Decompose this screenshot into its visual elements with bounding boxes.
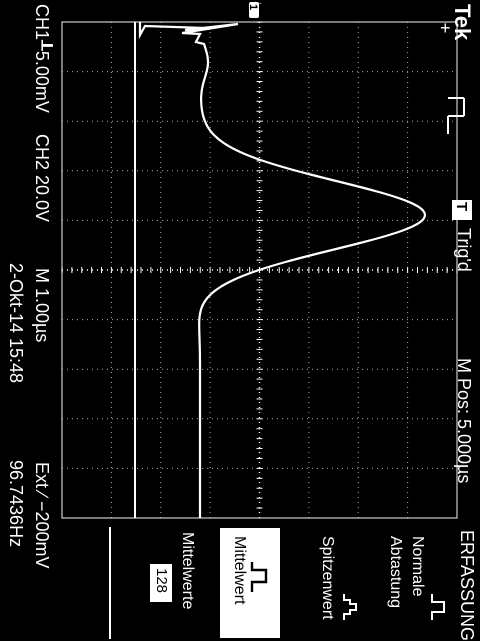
brand-logo: Tek: [450, 4, 475, 41]
menu-item-label: Normale: [409, 536, 426, 597]
menu-item-normal-sampling[interactable]: Normale Abtastung: [378, 530, 452, 636]
menu-item-average-count[interactable]: Mittelwerte 128: [148, 530, 208, 636]
menu-item-label: Mittelwerte: [179, 532, 196, 610]
ch1-ground-marker: [249, 2, 259, 18]
trigger-status: Trig'd: [454, 228, 474, 272]
timebase: M 1.00µs: [32, 268, 52, 343]
trigger-setting: Ext ∕ −200mV: [32, 462, 52, 569]
menu-item-label: Spitzenwert: [319, 536, 336, 620]
menu-title: ERFASSUNG: [457, 530, 477, 641]
graticule: [61, 21, 458, 519]
trigger-badge: T: [452, 200, 472, 220]
horizontal-position: M Pos: 5.000µs: [454, 358, 474, 484]
ch1-waveform-trace: [138, 22, 426, 518]
ch2-scale: CH2 20.0V: [32, 134, 52, 223]
ch1-scale: CH1┸5.00mV: [32, 4, 52, 113]
menu-item-label: Mittelwert: [231, 536, 248, 605]
plus-marker-icon: +: [440, 18, 451, 38]
run-status-pulse-icon: [447, 97, 465, 134]
trigger-frequency: 96.7436Hz: [6, 460, 26, 548]
menu-item-label: Abtastung: [387, 536, 404, 609]
average-count-value: 128: [150, 564, 172, 602]
sample-waveform-icon: [431, 594, 445, 620]
menu-item-average[interactable]: Mittelwert: [220, 528, 280, 638]
average-pulse-icon: [250, 562, 268, 592]
date-time: 2-Okt-14 15:48: [6, 263, 26, 384]
peak-detect-icon: [343, 594, 357, 620]
menu-item-peak-detect[interactable]: Spitzenwert: [306, 530, 366, 636]
